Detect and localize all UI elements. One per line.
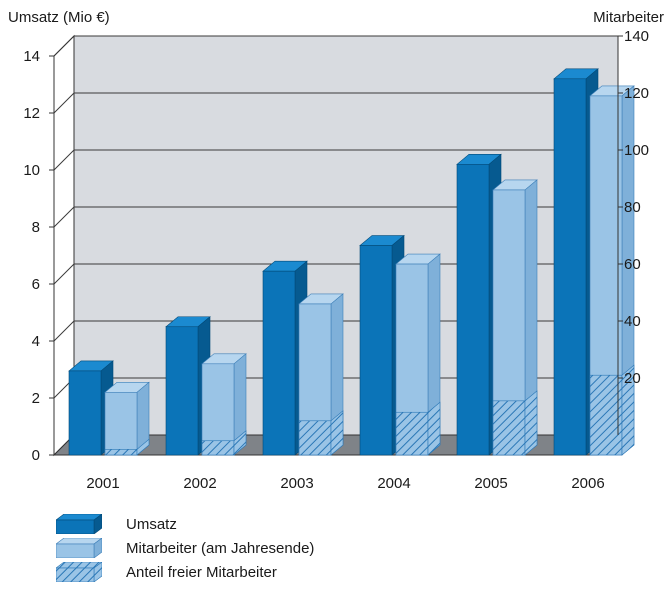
left-axis-label: Umsatz (Mio €) [8,9,110,26]
right-tick-label: 120 [624,85,649,102]
left-tick-label: 0 [32,447,40,464]
gridline-diagonal [53,263,75,285]
category-label: 2001 [86,475,119,492]
right-tick-label: 20 [624,370,641,387]
legend-label-anteil: Anteil freier Mitarbeiter [126,563,277,581]
left-tick-label: 6 [32,276,40,293]
axes: 0 2 4 6 8 10 12 14 20 40 60 80 100 120 140 2001 2002 2003… [23,28,649,492]
mitarbeiter-swatch-icon [56,538,102,558]
bar-front [201,363,235,456]
bar-anteil-side [233,430,247,456]
right-axis-label: Mitarbeiter [593,9,664,26]
bar-anteil-front [104,448,138,456]
bar-anteil-side [136,438,150,456]
legend-item-anteil: Anteil freier Mitarbeiter [56,560,314,584]
bar-anteil-side [330,410,344,456]
hatched-swatch-icon [56,562,102,582]
bar-front [262,270,296,456]
legend-label-umsatz: Umsatz [126,515,177,533]
bar-anteil-side [524,390,538,456]
gridline-diagonal [53,206,75,228]
left-tick-label: 12 [23,105,40,122]
left-tick-label: 2 [32,390,40,407]
bar-anteil-front [298,420,332,456]
category-label: 2004 [377,475,410,492]
gridline-diagonal [53,92,75,114]
right-tick-label: 140 [624,28,649,45]
bar-anteil-front [492,400,526,456]
bar-anteil-front [395,411,429,456]
left-tick-label: 10 [23,162,40,179]
category-label: 2002 [183,475,216,492]
bar-anteil-front [589,374,623,456]
bar-front [456,164,490,456]
legend: Umsatz Mitarbeiter (am Jahresende) Antei… [56,512,314,584]
right-tick-label: 40 [624,313,641,330]
legend-item-mitarbeiter: Mitarbeiter (am Jahresende) [56,536,314,560]
left-tick-label: 14 [23,48,40,65]
gridline-diagonal [53,35,75,57]
bar-anteil-front [201,440,235,456]
left-tick-label: 4 [32,333,40,350]
bar-front [104,391,138,456]
gridline-diagonal [53,320,75,342]
legend-item-umsatz: Umsatz [56,512,314,536]
bar-mitarbeiter [104,381,150,456]
bars [68,68,635,456]
gridline-diagonal [53,149,75,171]
bar-front [553,78,587,456]
umsatz-swatch-icon [56,514,102,534]
bar-front [359,245,393,456]
category-label: 2005 [474,475,507,492]
right-tick-label: 60 [624,256,641,273]
bar-front [165,326,199,456]
right-tick-label: 80 [624,199,641,216]
left-tick-label: 8 [32,219,40,236]
bar-front [68,370,102,456]
bar-anteil-side [427,401,441,456]
right-tick-label: 100 [624,142,649,159]
category-label: 2003 [280,475,313,492]
bar-mitarbeiter [201,353,247,456]
legend-label-mitarbeiter: Mitarbeiter (am Jahresende) [126,539,315,557]
category-label: 2006 [571,475,604,492]
bar-anteil-side [621,364,635,456]
